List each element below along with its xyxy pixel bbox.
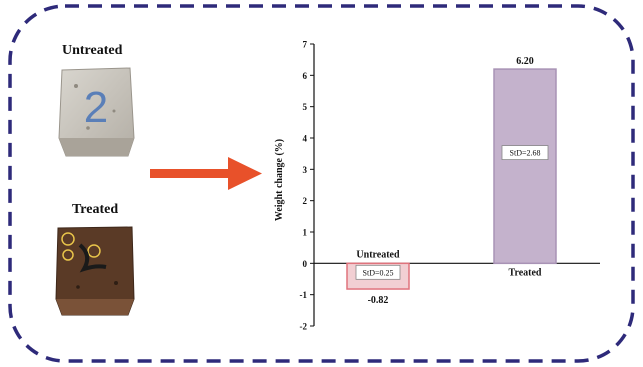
std-label: StD=0.25	[363, 268, 394, 277]
y-tick-label: 0	[303, 259, 308, 269]
y-tick-label: 1	[303, 228, 308, 238]
y-tick-label: 5	[303, 102, 308, 112]
y-axis-label: Weight change (%)	[274, 139, 285, 221]
y-tick-label: 4	[303, 134, 308, 144]
y-tick-label: 6	[303, 71, 308, 81]
y-tick-label: 3	[303, 165, 308, 175]
untreated-marking: 2	[84, 83, 108, 132]
y-tick-label: -2	[300, 322, 308, 332]
y-tick-label: 7	[303, 40, 308, 50]
treated-sample-label: Treated	[72, 202, 119, 217]
treated-sample-image	[55, 226, 135, 316]
bars: -0.82 Untreated StD=0.25 6.20 Treated StD=2.6…	[346, 56, 557, 306]
y-tick-label: -1	[300, 290, 308, 300]
bar-treated	[493, 68, 557, 265]
y-tick-label: 2	[303, 196, 308, 206]
untreated-sample-label: Untreated	[62, 43, 123, 58]
right-arrow-icon	[150, 157, 262, 190]
std-label: StD=2.68	[510, 149, 541, 158]
category-label: Untreated	[356, 249, 400, 260]
value-label: -0.82	[368, 295, 389, 306]
value-label: 6.20	[516, 56, 534, 67]
untreated-sample-image: 2	[58, 67, 135, 157]
weight-change-chart: -2 -1 0 1 2 3 4 5 6 7 -0.82 Untreated StD=0.25 6.20 T…	[274, 40, 600, 332]
category-label: Treated	[509, 267, 542, 278]
std-box	[355, 264, 401, 280]
std-box	[501, 145, 549, 161]
y-axis-ticks: -2 -1 0 1 2 3 4 5 6 7	[300, 40, 314, 332]
